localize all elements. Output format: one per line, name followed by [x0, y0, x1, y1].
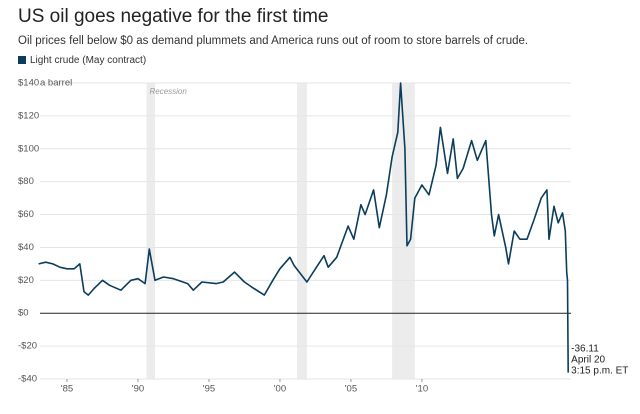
value-label: -36.11 [571, 344, 599, 355]
price-line [38, 82, 569, 373]
annotation: 3:15 p.m. ET [571, 366, 628, 377]
y-tick-label: $0 [18, 308, 29, 319]
y-tick-label: $60 [18, 209, 34, 220]
x-tick-label: '10 [416, 384, 428, 395]
x-tick-label: '00 [274, 384, 286, 395]
y-tick-label: -$40 [18, 374, 37, 385]
legend-label: Light crude (May contract) [30, 55, 146, 66]
legend-swatch [18, 56, 26, 64]
x-tick-label: '85 [61, 384, 73, 395]
x-tick-label: '05 [345, 384, 357, 395]
chart-subtitle: Oil prices fell below $0 as demand plumm… [18, 35, 528, 47]
recession-band [392, 83, 415, 379]
y-tick-label: -$20 [18, 341, 37, 352]
y-tick-label: $40 [18, 242, 34, 253]
recession-band [296, 83, 307, 379]
chart-title: US oil goes negative for the first time [18, 6, 328, 27]
x-tick-label: '90 [132, 384, 144, 395]
y-tick-label: $100 [18, 143, 39, 154]
y-tick-label: $120 [18, 110, 39, 121]
y-unit: a barrel [40, 78, 72, 89]
y-tick-label: $140 [18, 78, 39, 89]
recession-band [146, 83, 156, 379]
x-tick-label: '95 [203, 384, 215, 395]
annotation: April 20 [571, 355, 605, 366]
y-tick-label: $20 [18, 275, 34, 286]
recession-label: Recession [149, 87, 187, 96]
y-tick-label: $80 [18, 176, 34, 187]
